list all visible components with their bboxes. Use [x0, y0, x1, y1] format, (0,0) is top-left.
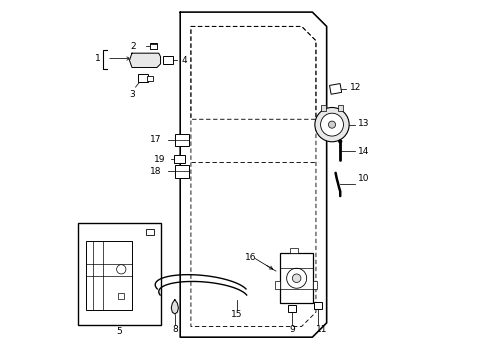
Bar	[163, 57, 172, 64]
Bar	[280, 253, 312, 303]
Text: 14: 14	[357, 147, 369, 156]
Text: 11: 11	[315, 325, 326, 334]
Polygon shape	[171, 300, 178, 314]
Text: 12: 12	[349, 83, 361, 92]
Text: 4: 4	[182, 56, 187, 65]
Text: 13: 13	[357, 119, 369, 128]
Bar	[329, 84, 341, 94]
Circle shape	[116, 265, 125, 274]
Circle shape	[338, 140, 341, 143]
Text: 5: 5	[116, 327, 122, 336]
Bar	[78, 223, 160, 325]
Circle shape	[314, 108, 348, 142]
Bar	[174, 156, 184, 163]
Polygon shape	[129, 53, 160, 67]
Bar	[175, 165, 189, 178]
Text: 17: 17	[150, 135, 162, 144]
Text: 6: 6	[134, 301, 139, 310]
Bar	[312, 281, 317, 289]
Text: 19: 19	[153, 155, 165, 164]
Bar	[145, 229, 153, 235]
Bar	[138, 74, 147, 82]
Bar	[118, 293, 124, 299]
Bar	[288, 305, 296, 312]
Text: 18: 18	[150, 167, 162, 176]
Bar	[146, 76, 153, 81]
Circle shape	[286, 268, 306, 288]
Bar	[175, 134, 189, 146]
Bar	[321, 105, 325, 111]
Circle shape	[292, 274, 300, 283]
Text: 2: 2	[130, 41, 135, 50]
Bar	[150, 44, 156, 49]
Bar	[275, 281, 280, 289]
Circle shape	[320, 113, 343, 136]
Bar	[85, 241, 132, 310]
Text: 8: 8	[172, 325, 177, 334]
Bar	[149, 43, 157, 49]
Text: 10: 10	[357, 174, 369, 183]
Text: 7: 7	[131, 222, 137, 231]
Bar	[290, 248, 298, 253]
Text: 1: 1	[95, 54, 101, 63]
Text: 9: 9	[289, 325, 295, 334]
Bar	[313, 302, 321, 309]
Circle shape	[328, 121, 335, 128]
Text: 16: 16	[244, 253, 256, 262]
Text: 3: 3	[129, 90, 135, 99]
Text: 15: 15	[230, 310, 242, 319]
Bar	[338, 105, 342, 111]
